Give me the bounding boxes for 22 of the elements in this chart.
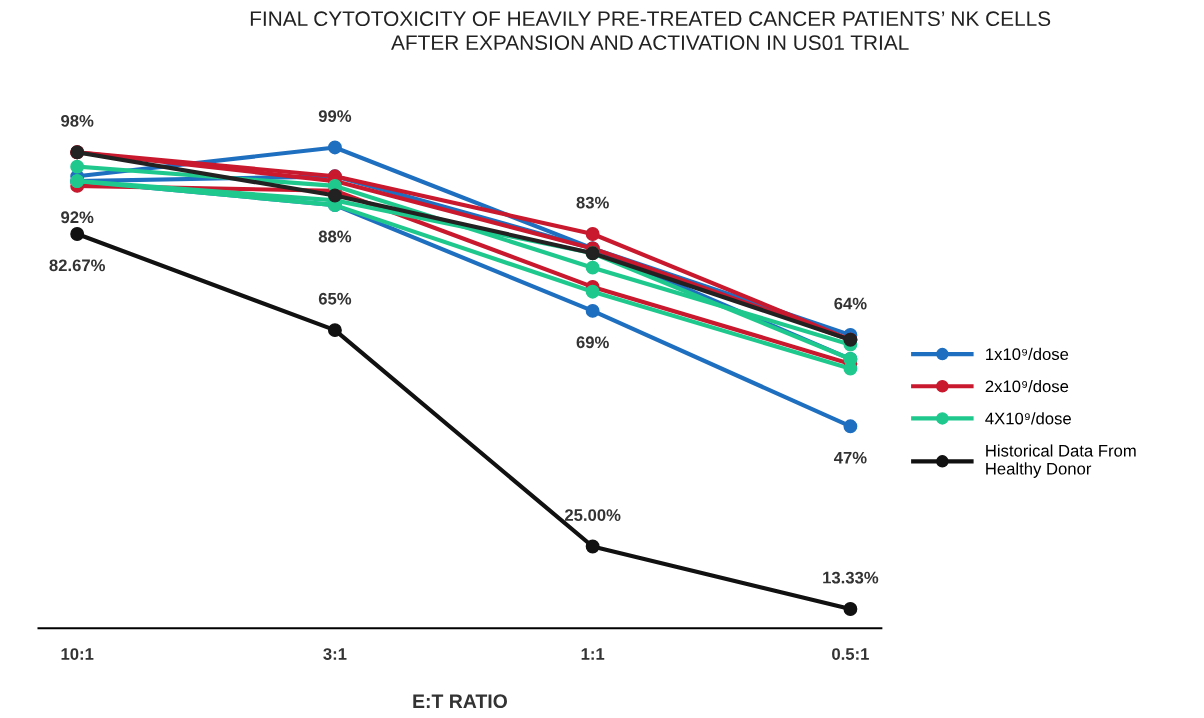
annotation: 64% — [834, 297, 867, 310]
annotation: 83% — [576, 196, 609, 209]
x-tick-label: 10:1 — [61, 648, 94, 660]
annotation: 69% — [576, 336, 609, 349]
x-axis-title: E:T RATIO — [413, 694, 507, 709]
annotation: 99% — [318, 110, 352, 122]
legend-label: 4X10⁹/dose — [985, 412, 1071, 425]
legend-label: Historical Data From Healthy Donor — [986, 444, 1136, 478]
annotation: 92% — [61, 211, 94, 224]
annotation: 65% — [318, 292, 352, 305]
annotation: 88% — [318, 230, 352, 243]
chart-title: FINAL CYTOTOXICITY OF HEAVILY PRE-TREATED CANCER PATIENTS’ NK CELLS AFTER EXPANSION AND ACTIVATION IN US01 TRIAL — [250, 11, 1051, 51]
x-tick-label: 3:1 — [323, 648, 347, 660]
x-tick-label: 0.5:1 — [832, 648, 869, 660]
legend-label: 1x10⁹/dose — [986, 347, 1069, 361]
annotation: 13.33% — [823, 571, 879, 584]
annotation: 82.67% — [49, 259, 106, 272]
legend-label: 2x10⁹/dose — [985, 380, 1069, 393]
annotation: 25.00% — [564, 509, 621, 521]
annotation: 47% — [833, 451, 867, 464]
x-tick-label: 1:1 — [581, 648, 605, 660]
annotation: 98% — [61, 114, 94, 127]
